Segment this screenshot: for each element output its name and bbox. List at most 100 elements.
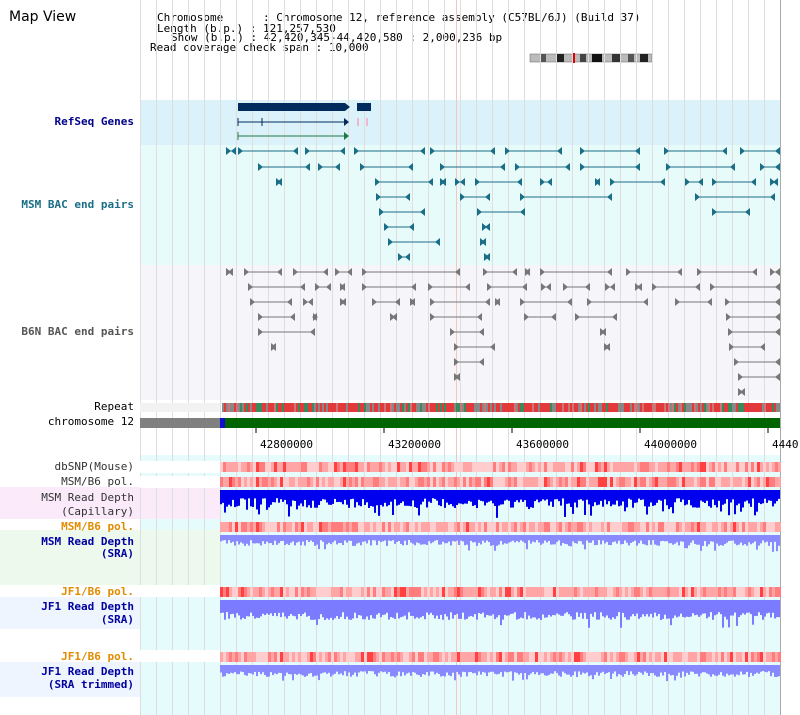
jf1-b6-pol-trim-heat-cell [610,652,613,662]
msm-b6-pol-heat-cell [655,477,658,487]
jf1-trim-depth-bar [732,665,734,675]
msm-b6-pol-heat-cell [223,477,226,487]
jf1-b6-pol-trim-heat-cell [409,652,412,662]
dbsnp-heat-cell [250,462,253,472]
jf1-b6-pol-sra-heat-cell [304,587,307,597]
msm-b6-pol-sra-heat-cell [349,522,352,532]
jf1-b6-pol-sra-heat-cell [232,587,235,597]
repeat-element [396,403,398,412]
dbsnp-heat-cell [361,462,364,472]
jf1-b6-pol-trim-heat-cell [373,652,376,662]
msm-b6-pol-sra-heat-cell [322,522,325,532]
jf1-trim-depth-bar [416,665,418,675]
msm-sra-depth-bar [266,535,268,542]
msm-sra-depth-bar [672,535,674,545]
jf1-b6-pol-sra-heat-cell [724,587,727,597]
msm-bac-pair-end-rev [481,238,486,246]
dbsnp-heat-cell [571,462,574,472]
jf1-b6-pol-sra-heat-cell [418,587,421,597]
repeat-element [662,403,664,412]
msm-b6-pol-sra-heat-cell [712,522,715,532]
msm-b6-pol-heat-cell [304,477,307,487]
jf1-b6-pol-trim-heat-cell [667,652,670,662]
repeat-element [236,403,238,412]
repeat-element [546,403,548,412]
msm-sra-depth-bar [616,535,618,544]
msm-b6-pol-sra-heat-cell [244,522,247,532]
dbsnp-heat-cell [760,462,763,472]
dbsnp-heat-cell [712,462,715,472]
msm-sra-depth-bar [738,535,740,545]
jf1-b6-pol-trim-heat-cell [685,652,688,662]
msm-bac-pair-end-fwd [520,193,525,201]
dbsnp-heat-cell [589,462,592,472]
jf1-sra-depth-bar [256,600,258,618]
jf1-b6-pol-sra-heat-cell [247,587,250,597]
msm-cap-depth-bar [524,490,526,501]
msm-b6-pol-sra-heat-cell [520,522,523,532]
jf1-sra-depth-bar [460,600,462,619]
repeat-element [700,403,702,412]
b6n-bac-pair-end-rev [775,298,780,306]
repeat-element [604,403,606,412]
msm-b6-pol-sra-heat-cell [577,522,580,532]
msm-b6-pol-heat-cell [721,477,724,487]
jf1-b6-pol-sra-heat-cell [397,587,400,597]
dbsnp-heat-cell [568,462,571,472]
jf1-b6-pol-sra-heat-cell [265,587,268,597]
msm-b6-pol-sra-heat-cell [370,522,373,532]
jf1-sra-depth-bar [388,600,390,620]
msm-cap-depth-bar [538,490,540,503]
msm-sra-depth-bar [676,535,678,543]
jf1-b6-pol-sra-heat-cell [532,587,535,597]
dbsnp-heat-cell [529,462,532,472]
jf1-b6-pol-sra-heat-cell [289,587,292,597]
msm-sra-depth-bar [696,535,698,545]
dbsnp-heat-cell [445,462,448,472]
dbsnp-heat-cell [715,462,718,472]
jf1-b6-pol-trim-heat-cell [625,652,628,662]
repeat-element [574,403,576,412]
msm-b6-pol-heat-cell [220,477,223,487]
repeat-element [390,403,392,412]
jf1-sra-depth-bar [282,600,284,613]
msm-bac-pair-end-rev [335,163,340,171]
jf1-sra-depth-bar [666,600,668,619]
jf1-b6-pol-trim-heat-cell [484,652,487,662]
jf1-trim-depth-bar [778,665,780,677]
chromosome-ideogram[interactable] [529,53,653,63]
jf1-b6-pol-trim-heat-cell [229,652,232,662]
jf1-b6-pol-sra-heat-cell [295,587,298,597]
dbsnp-heat-cell [469,462,472,472]
msm-cap-depth-bar [678,490,680,499]
jf1-b6-pol-trim-heat-cell [748,652,751,662]
jf1-sra-depth-bar [310,600,312,620]
repeat-element [434,403,436,412]
msm-cap-depth-bar [600,490,602,501]
jf1-b6-pol-trim-heat-cell [454,652,457,662]
msm-cap-depth-bar [526,490,528,507]
jf1-sra-depth-bar [326,600,328,619]
msm-cap-depth-bar [430,490,432,503]
b6n-bac-pair-end-rev [775,313,780,321]
msm-cap-depth-bar [410,490,412,507]
msm-sra-depth-bar [416,535,418,543]
jf1-sra-depth-bar [462,600,464,613]
jf1-b6-pol-sra-heat-cell [490,587,493,597]
jf1-b6-pol-trim-heat-cell [553,652,556,662]
msm-b6-pol-heat-cell [454,477,457,487]
repeat-element [310,403,312,412]
dbsnp-heat-cell [433,462,436,472]
jf1-trim-depth-bar [658,665,660,677]
repeat-element [394,403,396,412]
msm-b6-pol-heat-cell [700,477,703,487]
msm-cap-depth-bar [440,490,442,507]
jf1-trim-depth-bar [604,665,606,675]
repeat-element [708,403,710,412]
msm-sra-depth-bar [372,535,374,541]
repeat-element [624,403,626,412]
msm-b6-pol-sra-heat-cell [493,522,496,532]
msm-b6-pol-heat-cell [775,477,778,487]
msm-cap-depth-bar [302,490,304,507]
msm-sra-depth-bar [576,535,578,544]
